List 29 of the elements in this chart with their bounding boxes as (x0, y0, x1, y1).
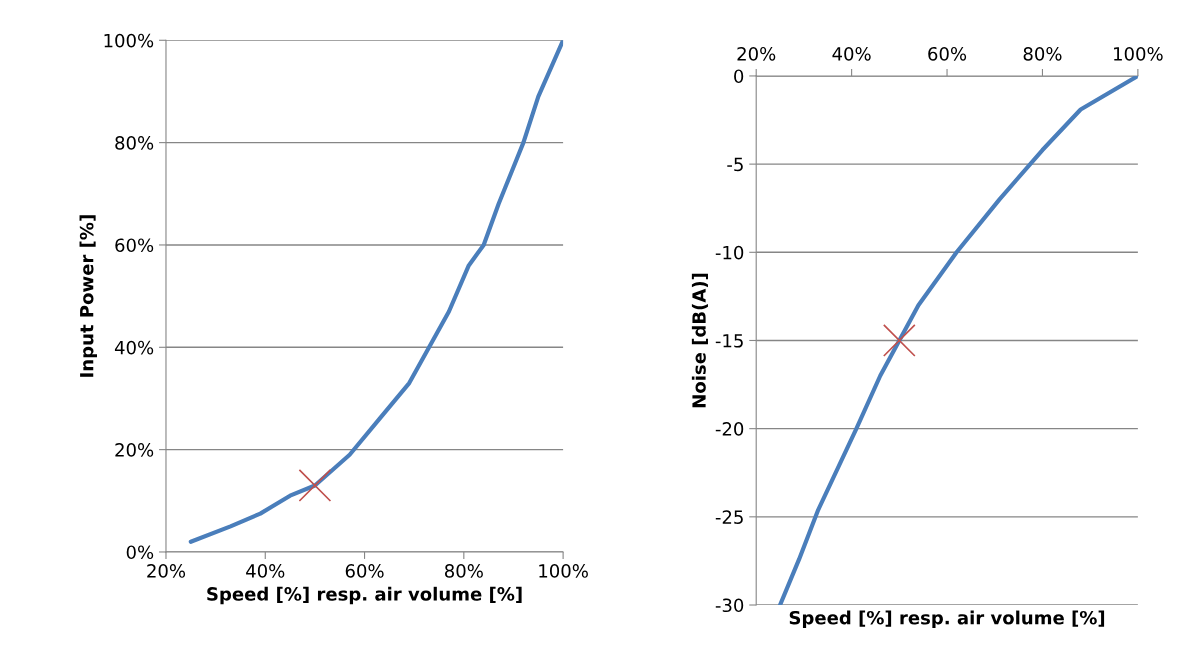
y-axis-title: Noise [dB(A)] (691, 273, 708, 408)
x-tick-label: 40% (832, 46, 871, 61)
y-tick-label: -20 (715, 422, 744, 436)
y-tick-label: 40% (114, 340, 154, 355)
y-tick-label: 20% (115, 443, 154, 457)
x-tick-label: 20% (147, 564, 186, 578)
y-tick-label: 0 (734, 69, 744, 84)
y-tick-label: 60% (115, 238, 154, 253)
x-axis-title: Speed [%] resp. air volume [%] (207, 586, 522, 605)
line-series (777, 75, 1138, 606)
x-axis-title: Speed [%] resp. air volume [%] (789, 610, 1105, 629)
y-tick-label: -30 (715, 598, 744, 613)
x-tick-label: 100% (1114, 46, 1163, 61)
x-tick-label: 100% (539, 564, 588, 578)
y-tick-label: -15 (715, 334, 743, 348)
x-tick-label: 80% (444, 564, 483, 578)
y-tick-label: 0% (126, 545, 154, 560)
y-tick-label: -25 (715, 510, 743, 524)
x-tick-label: 40% (246, 564, 285, 578)
y-axis-title: Input Power [%] (79, 215, 97, 377)
x-tick-label: 60% (928, 46, 967, 61)
y-tick-label: -5 (727, 157, 743, 172)
y-tick-label: 80% (115, 136, 154, 150)
x-tick-label: 60% (345, 564, 384, 578)
x-tick-label: 80% (1023, 46, 1062, 61)
line-series (188, 40, 564, 544)
x-tick-label: 20% (737, 46, 776, 61)
y-tick-label: -10 (715, 245, 744, 260)
y-tick-label: 100% (104, 33, 154, 48)
